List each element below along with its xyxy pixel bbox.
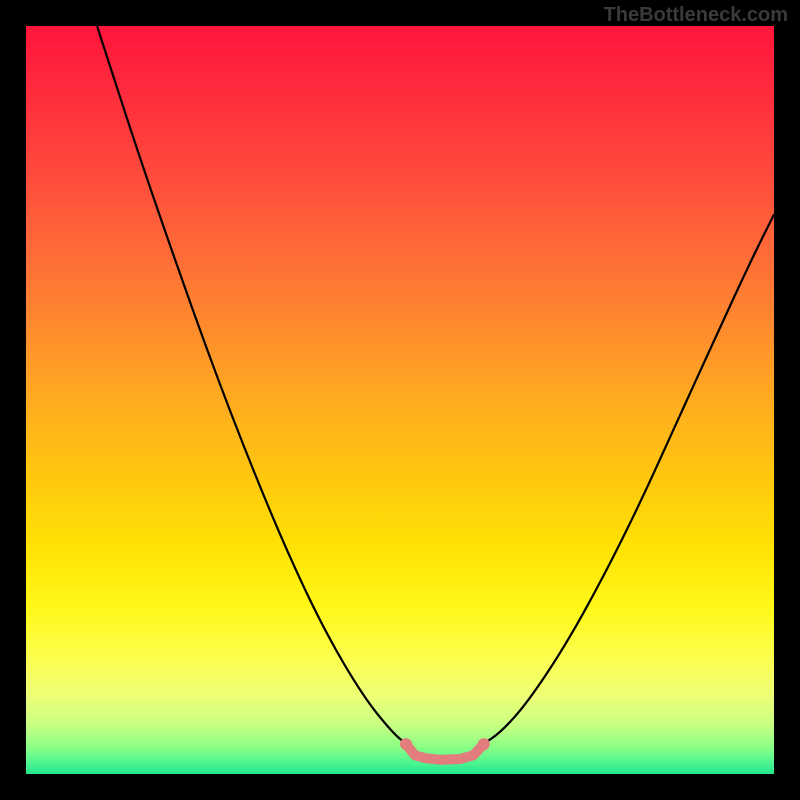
bottom-marker-path [406, 744, 484, 760]
curve-layer [26, 26, 774, 774]
bottom-marker-endpoint-right [478, 738, 490, 750]
bottom-marker-endpoint-left [400, 738, 412, 750]
chart-frame: TheBottleneck.com [0, 0, 800, 800]
bottleneck-curve [97, 26, 774, 745]
plot-area [26, 26, 774, 774]
credit-text: TheBottleneck.com [604, 4, 788, 27]
